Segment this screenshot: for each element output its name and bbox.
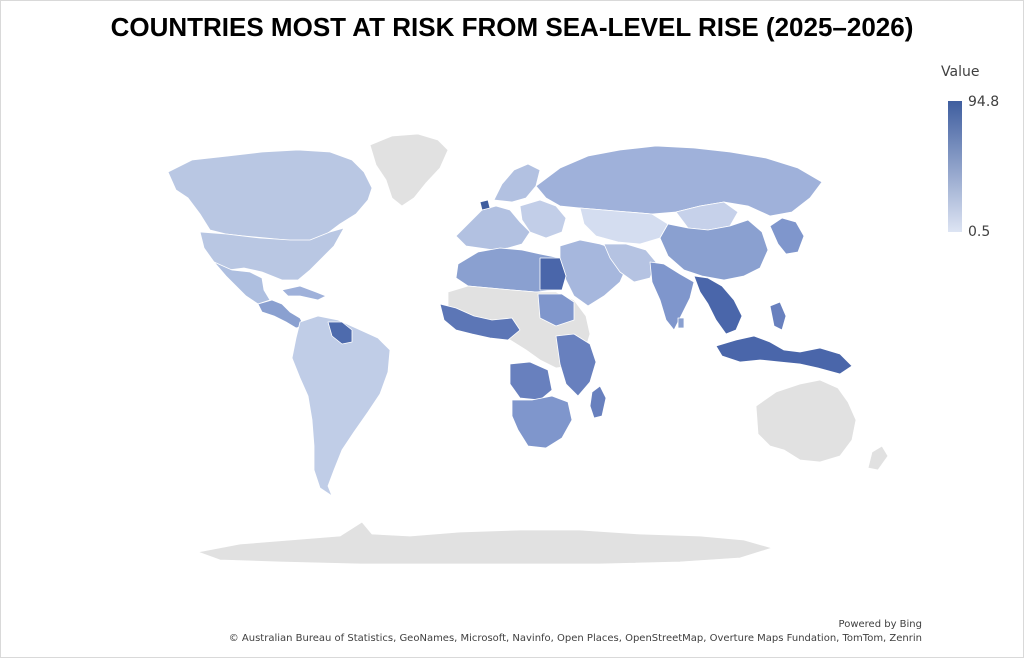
region-caribbean: [281, 285, 327, 301]
region-china: [659, 219, 769, 281]
powered-by-label: Powered by Bing: [838, 619, 922, 630]
region-antarctica: [197, 521, 773, 565]
region-sudan: [537, 293, 575, 327]
region-indonesia: [715, 335, 853, 375]
region-russia: [535, 145, 823, 217]
region-sri-lanka: [677, 317, 685, 329]
region-west-africa: [439, 303, 521, 341]
map-attribution: © Australian Bureau of Statistics, GeoNa…: [228, 633, 922, 644]
region-iran-afghanistan: [603, 243, 657, 283]
region-madagascar: [589, 385, 607, 419]
region-netherlands: [479, 199, 491, 211]
region-central-america: [257, 299, 305, 329]
map-title: COUNTRIES MOST AT RISK FROM SEA-LEVEL RI…: [110, 12, 914, 42]
region-southeast-asia: [693, 275, 743, 335]
region-canada: [167, 149, 373, 243]
region-india: [649, 261, 695, 331]
legend-min-label: 0.5: [968, 224, 991, 240]
region-japan-korea: [769, 217, 805, 255]
legend-title: Value: [941, 64, 980, 80]
region-guianas: [327, 321, 353, 345]
region-greenland: [369, 133, 449, 207]
region-egypt: [539, 257, 567, 291]
legend-color-scale: [948, 101, 962, 232]
region-southern-africa: [511, 395, 573, 449]
region-scandinavia: [493, 163, 541, 203]
region-east-africa: [555, 333, 597, 397]
region-eastern-europe: [519, 199, 567, 239]
region-mexico: [213, 261, 271, 305]
legend-max-label: 94.8: [968, 94, 1000, 110]
region-south-america: [291, 315, 391, 497]
region-australia: [755, 379, 857, 463]
region-angola: [509, 361, 553, 401]
region-western-europe: [455, 205, 531, 251]
region-new-zealand: [867, 445, 889, 471]
region-philippines: [769, 301, 787, 331]
